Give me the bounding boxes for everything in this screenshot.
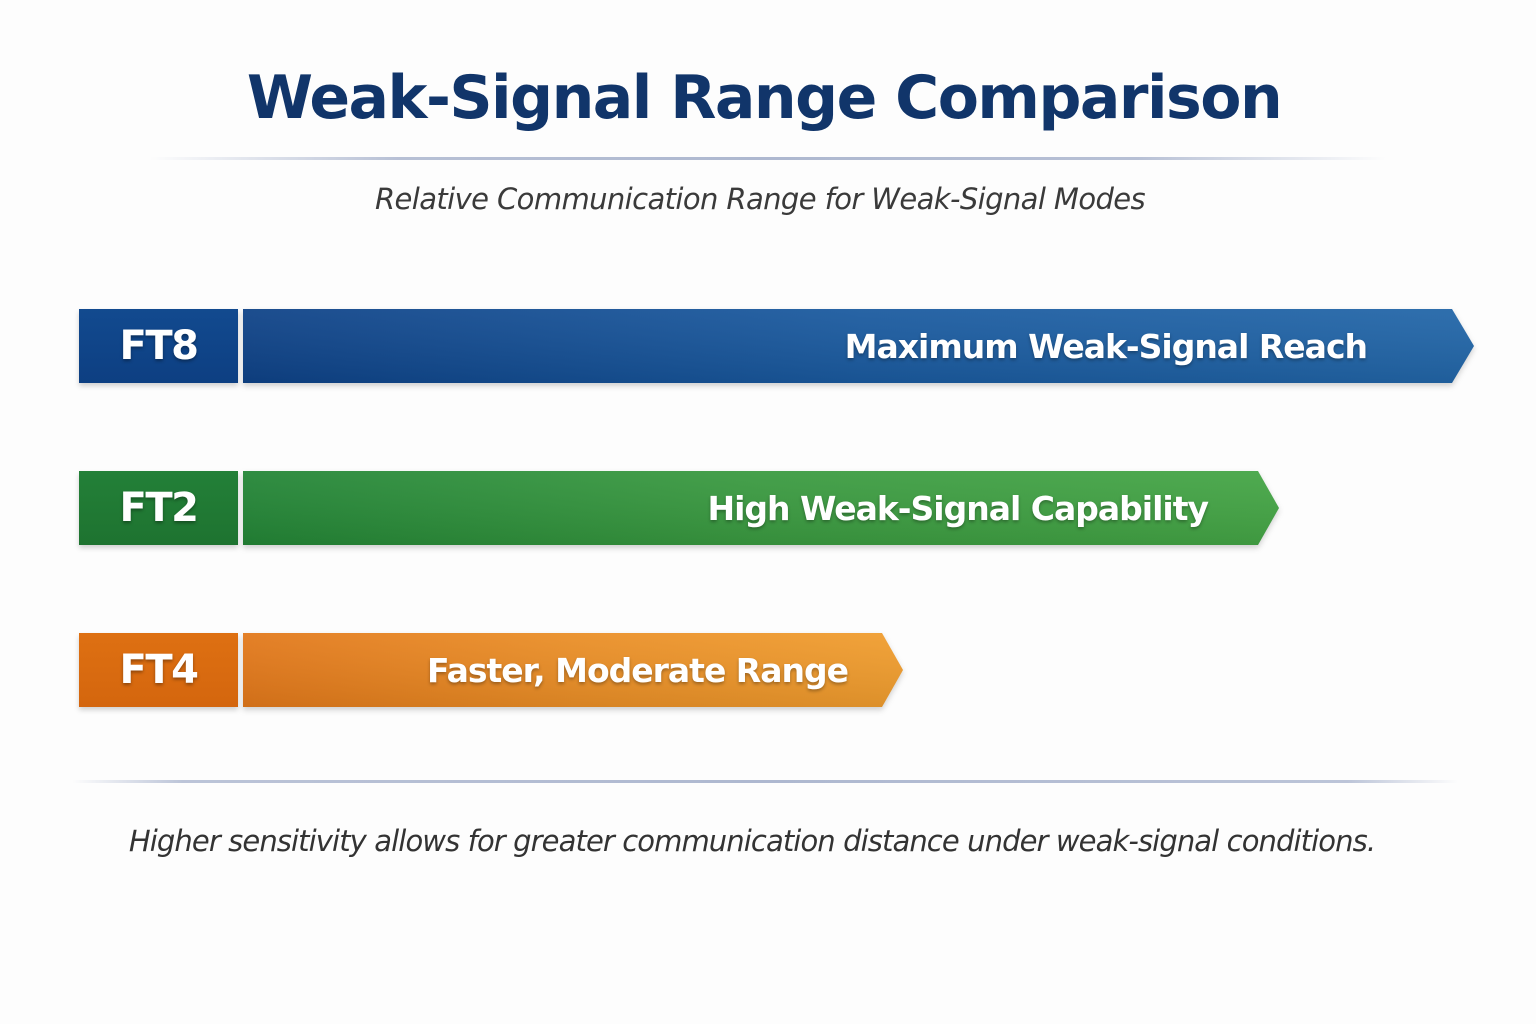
mode-label-ft2: FT2 <box>79 471 238 545</box>
range-bar-ft2: High Weak-Signal Capability <box>243 471 1279 545</box>
bar-label-ft8: Maximum Weak-Signal Reach <box>844 326 1368 366</box>
arrow-bar-shape <box>243 471 1279 545</box>
bar-label-ft2: High Weak-Signal Capability <box>707 488 1209 528</box>
footer-note: Higher sensitivity allows for greater co… <box>128 824 1376 858</box>
chart-subtitle: Relative Communication Range for Weak-Si… <box>374 182 1146 216</box>
bar-label-ft4: Faster, Moderate Range <box>426 650 849 690</box>
range-bar-ft8: Maximum Weak-Signal Reach <box>243 309 1474 383</box>
bar-row-ft8: FT8 Maximum Weak-Signal Reach <box>79 309 1474 383</box>
mode-label-ft8: FT8 <box>79 309 238 383</box>
bar-row-ft2: FT2 High Weak-Signal Capability <box>79 471 1279 545</box>
chart-title: Weak-Signal Range Comparison <box>246 63 1283 133</box>
arrow-bar-shape <box>243 633 903 707</box>
mode-label-text: FT4 <box>119 647 199 693</box>
bar-row-ft4: FT4 Faster, Moderate Range <box>79 633 903 707</box>
range-bar-ft4: Faster, Moderate Range <box>243 633 903 707</box>
mode-label-ft4: FT4 <box>79 633 238 707</box>
footer-divider <box>72 780 1458 783</box>
arrow-bar-shape <box>243 309 1474 383</box>
mode-label-text: FT8 <box>119 323 199 369</box>
title-divider <box>150 157 1386 160</box>
mode-label-text: FT2 <box>119 485 199 531</box>
